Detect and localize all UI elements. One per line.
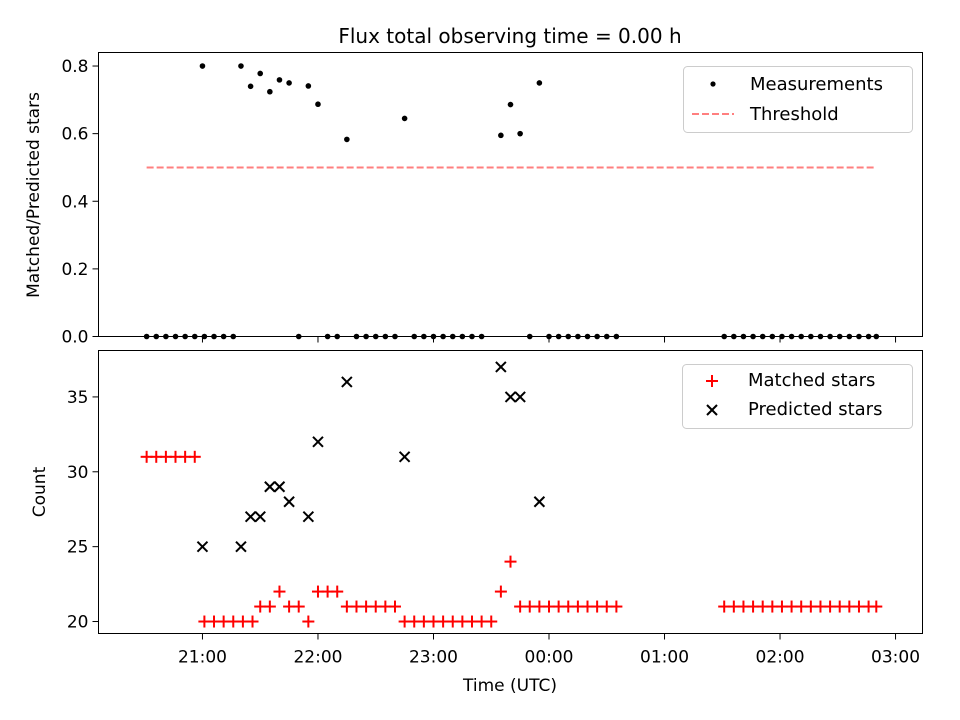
predicted-stars-point [196, 540, 209, 553]
legend-matched-label: Matched stars [748, 370, 875, 391]
x-tick-label: 21:00 [178, 648, 227, 668]
predicted-stars-point [235, 540, 247, 553]
y-tick-label: 0.8 [61, 57, 88, 77]
predicted-stars-point [341, 376, 353, 388]
measurement-point [286, 80, 292, 86]
measurement-point [498, 132, 504, 139]
legend-matched-marker [706, 375, 718, 387]
legend-predicted-label: Predicted stars [748, 399, 882, 420]
ratio-plot-frame [98, 52, 923, 337]
count-y-axis-label: Count [30, 466, 50, 517]
measurement-point [305, 83, 312, 89]
predicted-stars-point [398, 451, 411, 463]
count-plot-frame [98, 350, 923, 634]
count-panel: 20 25 30 35 21:00 22:00 23:00 00:00 01:00 02:00 0… [30, 350, 923, 696]
y-tick-label: 0.6 [61, 125, 88, 145]
predicted-stars-point [533, 496, 546, 508]
predicted-stars-point [254, 510, 266, 523]
measurement-point [238, 63, 244, 69]
measurement-point [276, 77, 283, 83]
count-legend-box [682, 364, 913, 429]
predicted-stars-point [312, 436, 324, 448]
matched-stars-point [504, 555, 517, 568]
predicted-stars-point [302, 510, 315, 523]
ratio-marks [143, 63, 880, 340]
measurement-point [507, 101, 514, 108]
x-tick-label: 00:00 [525, 648, 574, 668]
x-tick-label: 01:00 [640, 648, 689, 668]
matched-stars-point [610, 600, 623, 613]
matched-stars-point [870, 600, 883, 613]
matched-stars-point [302, 615, 315, 628]
ratio-panel: 0.00.20.40.60.8 Matched/Predicted stars … [24, 52, 923, 348]
matched-stars-point [188, 450, 201, 463]
measurement-point [315, 101, 321, 108]
count-x-ticks: 21:00 22:00 23:00 00:00 01:00 02:00 03:00 [178, 633, 920, 668]
matched-stars-point [388, 600, 401, 613]
count-y-ticks: 20 25 30 35 [67, 388, 99, 633]
x-tick-label: 22:00 [293, 648, 342, 668]
matched-stars-point [485, 615, 498, 628]
legend-measurements-label: Measurements [750, 74, 883, 95]
predicted-stars-point [504, 391, 517, 403]
measurement-point [517, 130, 523, 137]
legend-threshold-label: Threshold [749, 104, 839, 125]
predicted-stars-point [273, 481, 286, 493]
ratio-legend-box [683, 66, 913, 133]
measurement-point [401, 115, 408, 122]
measurement-point [344, 136, 350, 143]
y-tick-label: 0.0 [61, 328, 88, 348]
y-tick-label: 0.4 [61, 192, 88, 212]
y-tick-label: 25 [67, 538, 89, 558]
measurement-point [199, 63, 206, 69]
x-tick-label: 23:00 [409, 648, 458, 668]
predicted-stars-point [283, 496, 295, 508]
ratio-y-axis-label: Matched/Predicted stars [24, 92, 44, 298]
matched-stars-point [273, 585, 286, 598]
predicted-stars-point [244, 510, 257, 523]
x-tick-label: 02:00 [756, 648, 805, 668]
measurement-point [257, 70, 264, 77]
predicted-stars-point [495, 361, 507, 373]
measurement-point [536, 80, 543, 86]
legend-predicted-marker [706, 404, 718, 416]
predicted-stars-point [514, 391, 526, 403]
y-tick-label: 0.2 [61, 260, 88, 280]
y-tick-label: 30 [67, 463, 89, 483]
ratio-y-ticks: 0.0 0.2 0.4 0.6 0.8 [61, 57, 99, 348]
predicted-stars-point [264, 481, 276, 493]
matched-stars-point [494, 585, 507, 598]
matched-stars-point [292, 600, 305, 613]
measurement-point [247, 83, 254, 90]
matched-stars-point [331, 585, 344, 598]
matched-stars-point [246, 615, 259, 628]
legend-measurements-marker [710, 81, 716, 87]
ratio-legend: Measurements Threshold [683, 66, 913, 133]
x-tick-label: 03:00 [871, 648, 920, 668]
matched-stars-point [263, 600, 276, 613]
count-legend: Matched stars Predicted stars [682, 364, 913, 429]
y-tick-label: 20 [67, 613, 89, 633]
y-tick-label: 35 [67, 388, 89, 408]
x-axis-label: Time (UTC) [462, 676, 557, 696]
count-marks [140, 361, 883, 628]
measurement-point [267, 88, 273, 95]
chart-title: Flux total observing time = 0.00 h [338, 24, 681, 48]
